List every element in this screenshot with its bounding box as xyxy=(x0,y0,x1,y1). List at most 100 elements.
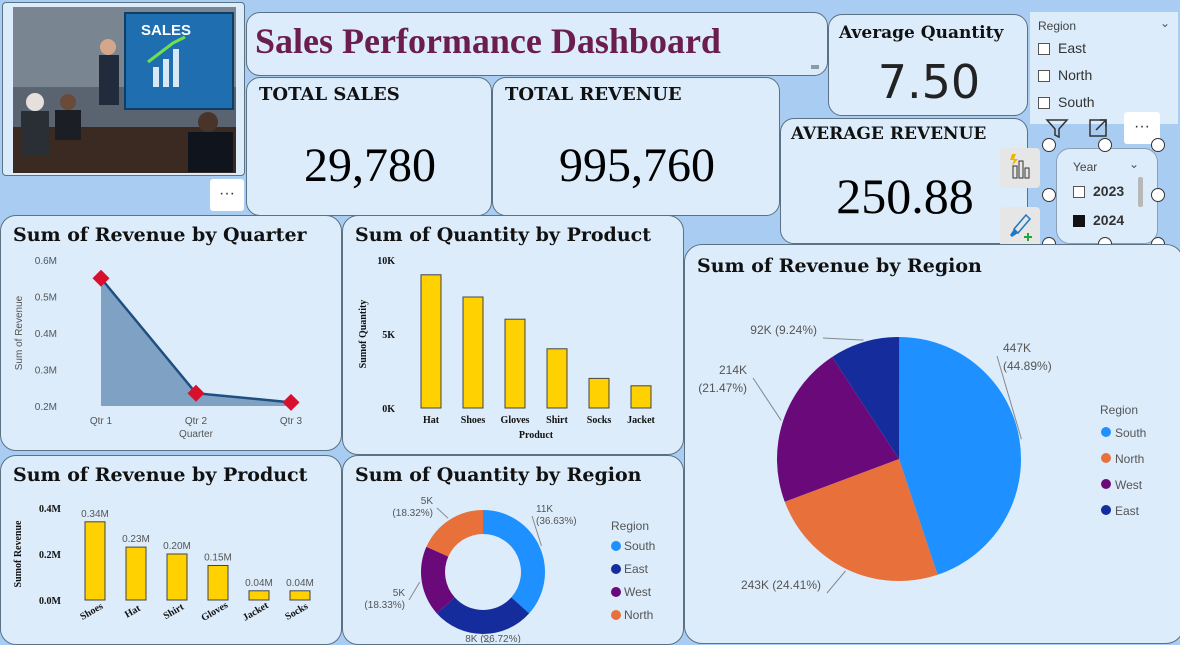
y-tick-label: 0.5M xyxy=(35,293,57,304)
legend-marker xyxy=(611,610,621,620)
y-tick-label: 0K xyxy=(382,404,395,415)
y-tick-label: 0.4M xyxy=(35,329,57,340)
visual-toolbar: ··· xyxy=(1040,112,1162,144)
bar xyxy=(504,318,526,409)
legend-label: South xyxy=(624,539,655,553)
image-card: SALES xyxy=(2,2,245,176)
bar xyxy=(420,274,442,409)
avg-quantity-label: Average Quantity xyxy=(839,23,1004,43)
bar xyxy=(630,385,652,409)
donut-slice xyxy=(426,510,483,557)
revenue-by-quarter-chart: 0.2M 0.3M 0.4M 0.5M 0.6M Qtr 1 Qtr 2 Qtr 3 Quart… xyxy=(14,256,303,440)
image-more-button[interactable]: ··· xyxy=(210,179,244,211)
checkbox[interactable] xyxy=(1038,97,1050,110)
x-tick-label: Shoes xyxy=(461,415,486,426)
quantity-by-region-card: Sum of Quantity by Region 11K (36.63%) 8K … xyxy=(342,455,684,645)
data-label: 0.23M xyxy=(122,534,150,545)
x-tick-label: Qtr 2 xyxy=(185,416,208,427)
region-option-south[interactable]: South xyxy=(1038,94,1095,110)
chart-title: Sum of Revenue by Region xyxy=(697,255,982,277)
chevron-down-icon[interactable]: ⌄ xyxy=(1128,157,1139,171)
total-revenue-card: TOTAL REVENUE 995,760 xyxy=(492,77,780,216)
y-axis-title: Sum of Revenue xyxy=(14,295,25,370)
region-option-north[interactable]: North xyxy=(1038,67,1092,83)
resize-handle[interactable] xyxy=(1151,138,1165,152)
quantity-by-region-chart: 11K (36.63%) 8K (26.72%) 5K (18.33%) 5K (18.32… xyxy=(364,496,655,643)
resize-handle[interactable] xyxy=(1151,188,1165,202)
slice-label: 92K (9.24%) xyxy=(750,323,817,337)
x-tick-label: Jacket xyxy=(241,600,271,624)
bar xyxy=(166,553,188,601)
year-option-2024[interactable]: 2024 xyxy=(1073,212,1124,228)
option-label: North xyxy=(1058,67,1093,83)
revenue-by-product-chart: 0.0M 0.2M 0.4M 0.34M Shoes 0.23M Hat 0.20M Shirt… xyxy=(13,504,314,624)
leader-line xyxy=(822,337,864,341)
leader-line xyxy=(408,581,421,601)
y-tick-label: 0.2M xyxy=(35,402,57,413)
slice-label: 214K (21.47%) xyxy=(698,363,747,395)
build-visual-icon[interactable] xyxy=(1000,148,1040,188)
y-tick-label: 10K xyxy=(377,256,395,267)
region-option-east[interactable]: East xyxy=(1038,40,1086,56)
format-visual-icon[interactable] xyxy=(1000,207,1040,247)
data-label: 0.34M xyxy=(81,509,109,520)
data-point xyxy=(187,384,205,402)
page-title: Sales Performance Dashboard xyxy=(255,21,721,61)
data-label: 0.04M xyxy=(286,578,314,589)
x-axis-title: Product xyxy=(519,430,554,441)
y-axis-title: Sumof Quantity xyxy=(358,300,369,369)
revenue-by-region-chart: 447K (44.89%) 243K (24.41%) 214K (21.47%) 92K… xyxy=(698,323,1146,594)
bar xyxy=(125,546,147,601)
checkbox[interactable] xyxy=(1073,215,1085,228)
option-label: 2023 xyxy=(1093,183,1125,199)
leader-line xyxy=(436,507,449,519)
option-label: South xyxy=(1058,94,1095,110)
avg-revenue-card: AVERAGE REVENUE 250.88 xyxy=(780,118,1028,244)
legend-label: North xyxy=(624,608,653,622)
legend-label: West xyxy=(1115,478,1143,492)
resize-grip[interactable] xyxy=(811,65,819,69)
quantity-by-product-card: Sum of Quantity by Product 0K 5K 10K Hat Sho… xyxy=(342,215,684,455)
total-revenue-value: 995,760 xyxy=(559,139,715,192)
option-label: East xyxy=(1058,40,1087,56)
revenue-by-product-card: Sum of Revenue by Product 0.0M 0.2M 0.4M 0.… xyxy=(0,455,342,645)
slice-label: 8K (26.72%) xyxy=(465,634,521,643)
focus-mode-icon[interactable] xyxy=(1084,114,1114,142)
legend-title: Region xyxy=(611,519,649,533)
area-fill xyxy=(101,278,291,406)
year-slicer-title: Year xyxy=(1073,160,1098,174)
y-tick-label: 0.4M xyxy=(39,504,62,515)
slice-label: 447K (44.89%) xyxy=(1003,341,1052,373)
bar xyxy=(546,348,568,409)
avg-quantity-value: 7.50 xyxy=(877,55,981,109)
donut-slice xyxy=(421,546,455,614)
checkbox[interactable] xyxy=(1038,43,1050,56)
filter-icon[interactable] xyxy=(1042,114,1072,142)
checkbox[interactable] xyxy=(1038,70,1050,83)
x-tick-label: Shoes xyxy=(78,601,105,623)
region-slicer-title: Region xyxy=(1038,19,1077,33)
legend-marker xyxy=(611,587,621,597)
resize-handle[interactable] xyxy=(1042,138,1056,152)
x-tick-label: Gloves xyxy=(199,600,230,624)
avg-quantity-card: Average Quantity 7.50 xyxy=(828,14,1028,116)
chevron-down-icon[interactable]: ⌄ xyxy=(1159,16,1170,30)
photo-caption: SALES xyxy=(141,22,191,39)
checkbox[interactable] xyxy=(1073,186,1085,199)
resize-handle[interactable] xyxy=(1042,188,1056,202)
title-card: Sales Performance Dashboard xyxy=(246,12,828,76)
x-tick-label: Qtr 1 xyxy=(90,416,113,427)
resize-handle[interactable] xyxy=(1098,138,1112,152)
donut-slice xyxy=(436,597,530,634)
y-tick-label: 0.2M xyxy=(39,550,62,561)
year-option-2023[interactable]: 2023 xyxy=(1073,183,1124,199)
data-point xyxy=(282,393,300,411)
slicer-scrollbar[interactable] xyxy=(1138,177,1143,207)
legend-marker xyxy=(611,564,621,574)
y-axis-title: Sumof Revenue xyxy=(13,520,24,588)
more-options-icon[interactable]: ··· xyxy=(1124,112,1160,144)
bar xyxy=(84,521,106,601)
legend-marker xyxy=(1101,479,1111,489)
legend-marker xyxy=(1101,505,1111,515)
year-slicer[interactable]: Year ⌄ 2023 2024 xyxy=(1056,148,1158,244)
